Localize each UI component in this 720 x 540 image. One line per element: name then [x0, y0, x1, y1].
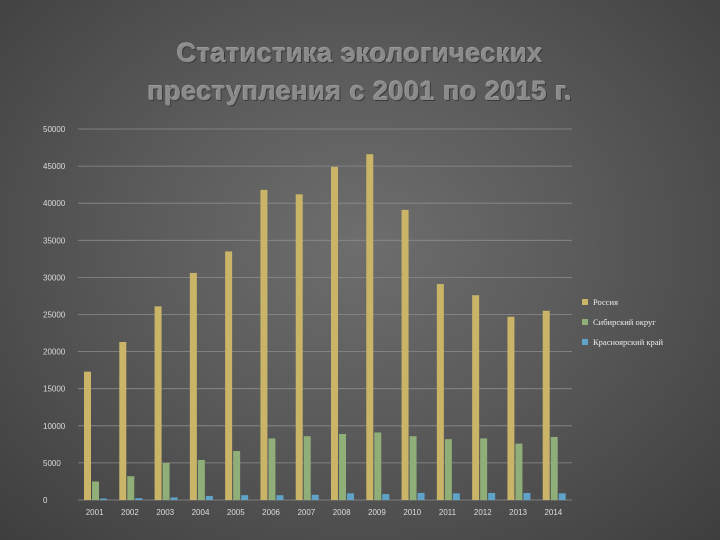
x-tick-label: 2011 [439, 508, 457, 517]
bar [135, 498, 143, 500]
y-tick-label: 10000 [43, 422, 66, 431]
legend-label: Красноярский край [593, 337, 664, 347]
bar [480, 438, 488, 500]
slide-title: Статистика экологических преступления с … [0, 34, 720, 110]
bar [260, 189, 268, 500]
bar [100, 498, 107, 500]
y-tick-label: 40000 [43, 199, 66, 208]
x-tick-label: 2001 [86, 508, 104, 517]
chart-legend: Россия Сибирский округ Красноярский край [582, 292, 663, 352]
bar [374, 432, 382, 500]
x-tick-label: 2006 [262, 508, 280, 517]
bar [347, 493, 354, 500]
x-tick-label: 2004 [192, 508, 210, 517]
bar [331, 166, 338, 501]
bar [233, 451, 241, 500]
bar [268, 438, 276, 500]
bar [311, 494, 319, 500]
bar [154, 306, 162, 500]
title-line-1: Статистика экологических [177, 38, 543, 68]
legend-swatch-russia [582, 299, 588, 305]
bar [488, 492, 496, 500]
x-tick-label: 2009 [368, 508, 386, 517]
bar [444, 439, 452, 500]
title-line-2: преступления с 2001 по 2015 г. [147, 76, 573, 106]
bar [303, 436, 311, 500]
x-tick-label: 2007 [297, 508, 315, 517]
bar [170, 497, 178, 500]
bar [225, 251, 233, 500]
y-tick-label: 15000 [43, 385, 66, 394]
x-tick-label: 2012 [474, 508, 492, 517]
y-tick-label: 0 [43, 496, 48, 505]
legend-item: Красноярский край [582, 332, 663, 352]
bar [436, 284, 444, 500]
bar [507, 316, 515, 500]
x-tick-label: 2003 [156, 508, 174, 517]
bar [542, 310, 550, 500]
legend-item: Сибирский округ [582, 312, 663, 332]
bar [205, 495, 213, 500]
x-tick-label: 2010 [403, 508, 421, 517]
x-tick-label: 2002 [121, 508, 139, 517]
y-tick-label: 20000 [43, 348, 66, 357]
bar [550, 436, 558, 500]
legend-label: Сибирский округ [593, 317, 656, 327]
bar [162, 462, 170, 500]
x-tick-label: 2013 [509, 508, 527, 517]
y-tick-label: 25000 [43, 311, 66, 320]
y-tick-label: 50000 [43, 125, 66, 134]
bar [295, 194, 303, 500]
y-tick-label: 30000 [43, 273, 66, 282]
bar [127, 476, 135, 500]
bar [189, 272, 197, 500]
x-tick-label: 2005 [227, 508, 245, 517]
bar [119, 341, 127, 500]
bar [92, 481, 99, 500]
x-tick-label: 2014 [544, 508, 562, 517]
legend-swatch-siberia [582, 319, 588, 325]
y-tick-label: 45000 [43, 162, 66, 171]
bar [276, 495, 284, 500]
bar [472, 295, 480, 500]
bar [84, 371, 91, 500]
bar [417, 492, 425, 500]
y-tick-label: 5000 [43, 459, 61, 468]
bar [366, 154, 374, 500]
bar [523, 492, 531, 500]
legend-swatch-krasnoyarsk [582, 339, 588, 345]
bar [339, 433, 346, 500]
bar [515, 443, 523, 500]
bar [452, 493, 460, 500]
bar [409, 436, 417, 500]
x-tick-label: 2008 [333, 508, 351, 517]
y-tick-label: 35000 [43, 236, 66, 245]
bar [241, 495, 249, 500]
bar [382, 494, 390, 500]
legend-item: Россия [582, 292, 663, 312]
bar [558, 493, 566, 500]
legend-label: Россия [593, 297, 618, 307]
bar [401, 209, 409, 501]
bar [197, 459, 205, 500]
